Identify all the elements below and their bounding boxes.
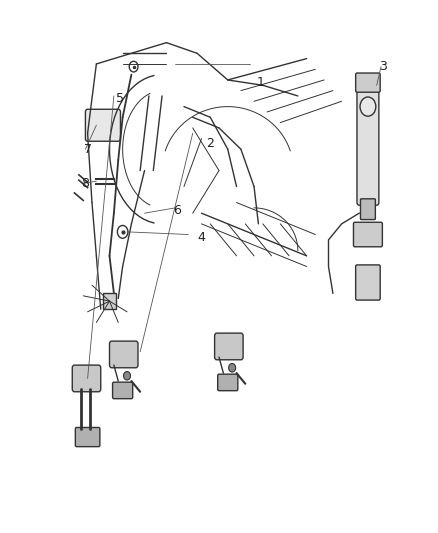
Circle shape	[129, 61, 138, 72]
FancyBboxPatch shape	[357, 83, 379, 205]
Text: 2: 2	[206, 138, 214, 150]
FancyBboxPatch shape	[72, 365, 101, 392]
FancyBboxPatch shape	[75, 427, 100, 447]
FancyBboxPatch shape	[110, 341, 138, 368]
FancyBboxPatch shape	[360, 199, 375, 220]
Text: 5: 5	[117, 92, 124, 105]
FancyBboxPatch shape	[85, 109, 120, 141]
Circle shape	[124, 372, 131, 380]
Text: 6: 6	[173, 204, 181, 217]
Circle shape	[229, 364, 236, 372]
FancyBboxPatch shape	[353, 222, 382, 247]
Text: 3: 3	[379, 60, 387, 73]
Text: 4: 4	[198, 231, 205, 244]
Text: 8: 8	[81, 177, 89, 190]
FancyBboxPatch shape	[215, 333, 243, 360]
Circle shape	[360, 97, 376, 116]
FancyBboxPatch shape	[218, 374, 238, 391]
Text: 1: 1	[257, 76, 265, 89]
Text: 7: 7	[84, 143, 92, 156]
FancyBboxPatch shape	[356, 265, 380, 300]
FancyBboxPatch shape	[356, 73, 380, 92]
FancyBboxPatch shape	[113, 382, 133, 399]
Circle shape	[117, 225, 128, 238]
FancyBboxPatch shape	[103, 293, 116, 309]
